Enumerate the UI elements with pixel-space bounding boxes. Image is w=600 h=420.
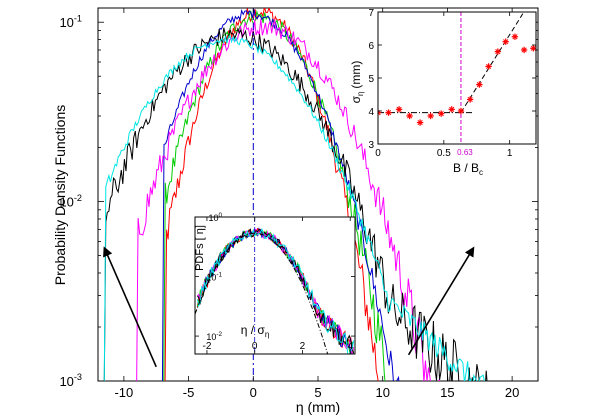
pdf-curve-red xyxy=(164,8,379,381)
sigma-data-point xyxy=(476,81,483,88)
inset-normalized-y-tick-label: 10-1 xyxy=(206,271,222,282)
main-y-tick-label: 10-1 xyxy=(59,13,82,30)
main-y-label: Probability Density Functions xyxy=(52,105,68,286)
main-x-tick-label: 20 xyxy=(505,385,519,400)
inset-sigma-x-tick-label: 0.5 xyxy=(437,148,451,159)
sigma-data-point xyxy=(395,106,403,113)
sigma-data-point xyxy=(494,48,502,55)
inset-sigma-axes: 0 0.5 1 3 4 5 6 7 xyxy=(368,8,536,159)
inset-sigma-y-tick-label: 6 xyxy=(368,41,374,52)
inset-normalized-x-tick-label: 4 xyxy=(347,341,353,352)
sigma-data-point xyxy=(502,38,509,45)
sigma-data-point xyxy=(457,107,465,115)
pdf-curve-magenta xyxy=(136,18,441,381)
sigma-data-point xyxy=(520,46,528,54)
trend-arrows xyxy=(103,246,475,368)
main-y-tick-label: 10-2 xyxy=(59,193,82,210)
inset-sigma-x-label: B / Bc xyxy=(453,161,483,177)
inset-normalized-y-tick-label: 100 xyxy=(208,212,222,223)
inset-normalized-plot: -2 0 2 4 10-2 10-1 100 η / ση PDFs [ η] xyxy=(194,212,356,355)
sigma-data-point xyxy=(427,112,434,120)
main-axes: -10 -5 0 5 10 15 20 10-310-210-1 η (mm) Probab… xyxy=(52,7,539,415)
main-x-tick-label: 10 xyxy=(375,385,389,400)
sigma-data-point xyxy=(466,96,474,103)
inset-normalized-axes: -2 0 2 4 10-2 10-1 100 xyxy=(195,212,355,354)
main-curves xyxy=(103,8,488,381)
inset-sigma-y-tick-label: 4 xyxy=(368,107,374,118)
sigma-data-point xyxy=(406,112,413,120)
pdf-curve-cyan xyxy=(103,34,485,381)
main-x-tick-label: 0 xyxy=(250,385,257,400)
critical-ratio-label: 0.63 xyxy=(457,148,473,157)
main-x-tick-label: 15 xyxy=(440,385,454,400)
sigma-data-point xyxy=(511,33,519,40)
inset-sigma-y-tick-label: 7 xyxy=(368,8,374,19)
sigma-data-point xyxy=(448,106,455,113)
inset-sigma-y-tick-label: 3 xyxy=(368,140,374,151)
inset-normalized-x-label: η / ση xyxy=(241,323,270,339)
inset-normalized-x-tick-label: -2 xyxy=(202,341,211,352)
inset-sigma-y-tick-label: 5 xyxy=(368,74,374,85)
normalized-curve-cyan xyxy=(196,227,355,354)
gaussian-reference-curve xyxy=(195,232,329,354)
inset-normalized-y-tick-label: 10-2 xyxy=(206,331,222,342)
sigma-data-point xyxy=(485,63,492,70)
main-x-label: η (mm) xyxy=(296,399,340,415)
inset-sigma-x-tick-label: 1 xyxy=(507,148,513,159)
inset-normalized-frame xyxy=(194,216,356,355)
inset-normalized-x-tick-label: 2 xyxy=(300,341,306,352)
sigma-data-point xyxy=(416,119,424,126)
main-x-tick-label: -10 xyxy=(114,385,133,400)
linear-fit-line xyxy=(460,13,524,113)
sigma-data-point xyxy=(438,110,445,117)
main-y-tick-label: 10-3 xyxy=(59,372,82,389)
sigma-data-point xyxy=(385,109,392,116)
inset-sigma-plot: 0 0.5 1 3 4 5 6 7 0.63 B / Bc ση(mm) xyxy=(349,8,537,177)
inset-normalized-y-label: PDFs [ η] xyxy=(194,225,206,271)
pdf-curve-blue xyxy=(161,8,400,381)
inset-sigma-y-label: ση(mm) xyxy=(349,61,365,104)
trend-arrow-left xyxy=(103,246,157,368)
main-x-tick-label: 5 xyxy=(314,385,321,400)
trend-arrow-right xyxy=(407,246,475,356)
main-x-tick-label: -5 xyxy=(183,385,195,400)
inset-sigma-x-tick-label: 0 xyxy=(375,148,381,159)
inset-normalized-x-tick-label: 0 xyxy=(252,341,258,352)
pdf-curve-black xyxy=(103,27,488,381)
inset-sigma-background xyxy=(378,12,536,144)
